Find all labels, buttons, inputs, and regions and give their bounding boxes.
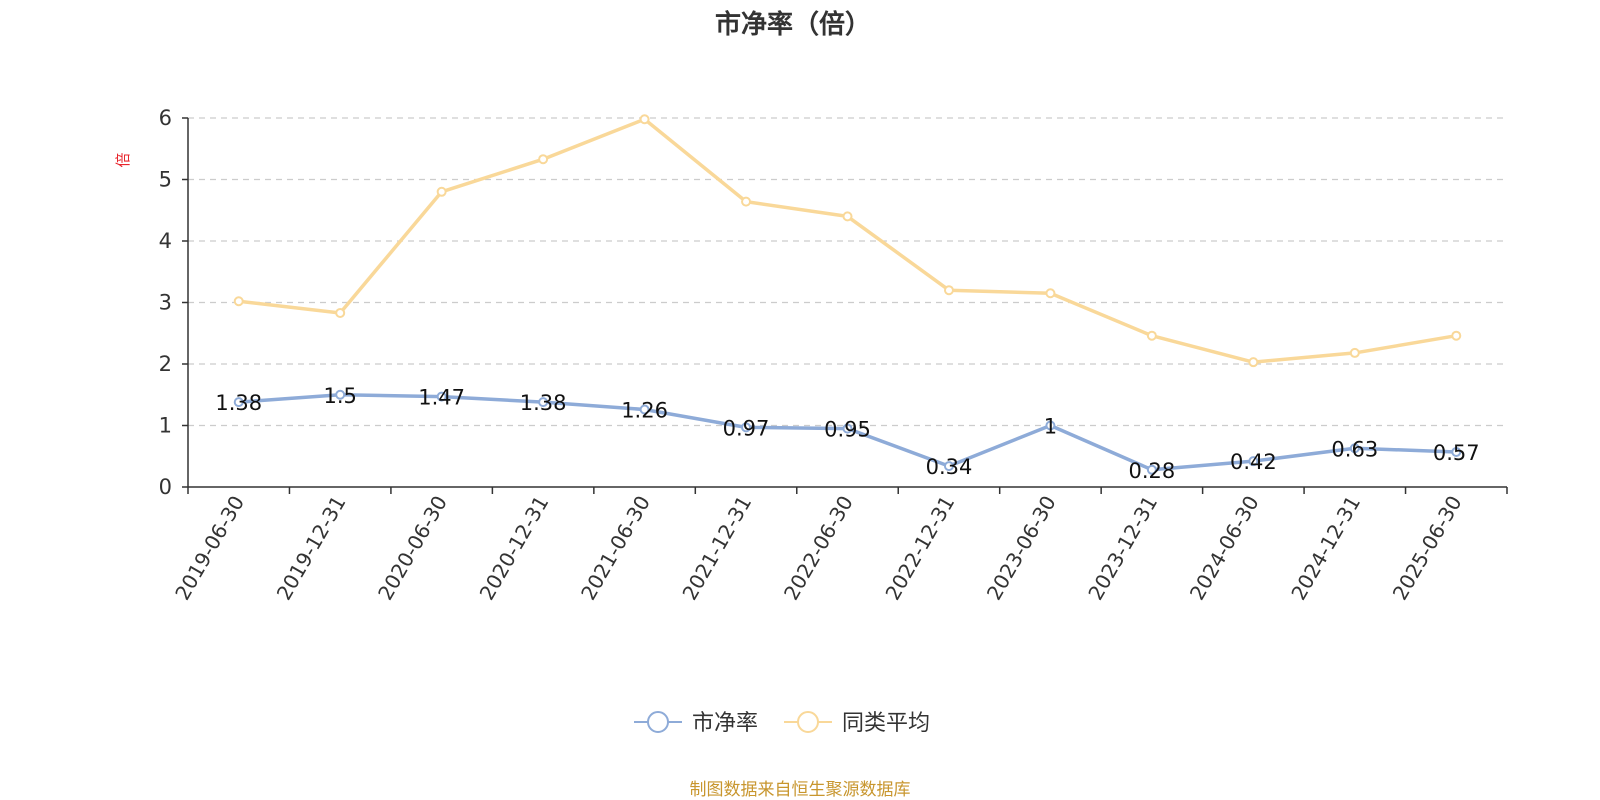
x-tick-label: 2022-12-31 [880, 492, 959, 605]
x-tick-label: 2025-06-30 [1388, 492, 1467, 605]
series-1-point[interactable] [1045, 288, 1056, 299]
series-0-point[interactable] [741, 422, 752, 433]
legend[interactable]: 市净率 同类平均 [634, 711, 930, 736]
series-1-point[interactable] [1146, 330, 1157, 341]
data-label: 1.38 [520, 391, 567, 415]
series-1-point[interactable] [1349, 347, 1360, 358]
x-tick-label: 2024-06-30 [1185, 492, 1264, 605]
data-label: 1.38 [215, 391, 262, 415]
series-0-point[interactable] [1349, 443, 1360, 454]
series-0-point[interactable] [1045, 420, 1056, 431]
data-label: 1.47 [418, 386, 465, 410]
y-tick-label: 5 [159, 168, 172, 192]
legend-label: 市净率 [692, 711, 758, 736]
grid-lines [188, 117, 1507, 427]
data-label: 0.63 [1331, 437, 1378, 461]
y-tick-label: 4 [159, 229, 172, 253]
x-tick-label: 2022-06-30 [779, 492, 858, 605]
series-0-point[interactable] [538, 397, 549, 408]
series-0-point[interactable] [1451, 446, 1462, 457]
x-tick-label: 2023-12-31 [1083, 492, 1162, 605]
data-label: 0.97 [723, 416, 770, 440]
y-tick-label: 0 [159, 475, 172, 499]
y-tick-label: 6 [159, 106, 172, 130]
legend-marker-icon [647, 711, 669, 733]
legend-label: 同类平均 [842, 711, 930, 736]
x-tick-label: 2024-12-31 [1286, 492, 1365, 605]
series-1-point[interactable] [1451, 330, 1462, 341]
x-tick-label: 2019-12-31 [272, 492, 351, 605]
y-tick-label: 3 [159, 291, 172, 315]
x-tick-label: 2020-06-30 [373, 492, 452, 605]
x-tick-label: 2019-06-30 [170, 492, 249, 605]
data-label: 0.42 [1230, 450, 1277, 474]
data-label: 1.5 [323, 384, 356, 408]
series-0-point[interactable] [943, 461, 954, 472]
y-tick-label: 2 [159, 352, 172, 376]
legend-marker-icon [797, 711, 819, 733]
data-label: 0.57 [1433, 441, 1480, 465]
data-label: 1 [1044, 415, 1057, 439]
series-0-point[interactable] [436, 391, 447, 402]
series-1-point[interactable] [233, 296, 244, 307]
source-note: 制图数据来自恒生聚源数据库 [690, 780, 911, 800]
data-label: 0.34 [926, 455, 973, 479]
legend-item-0[interactable]: 市净率 [634, 711, 758, 736]
axes: 0 1 2 3 4 5 6 2019-06-30 2019-12-31 2020-06-30 202… [159, 106, 1508, 605]
y-axis-unit-label: 倍 [114, 152, 132, 167]
legend-item-1[interactable]: 同类平均 [784, 711, 930, 736]
series-0-point[interactable] [842, 423, 853, 434]
series-0-point[interactable] [1248, 456, 1259, 467]
series-0-point[interactable] [335, 389, 346, 400]
series-1-point[interactable] [842, 211, 853, 222]
x-tick-label: 2020-12-31 [475, 492, 554, 605]
data-label: 1.26 [621, 399, 668, 423]
series-1-point[interactable] [943, 285, 954, 296]
series-1-point[interactable] [1248, 357, 1259, 368]
y-tick-label: 1 [159, 414, 172, 438]
series-1-point[interactable] [436, 186, 447, 197]
data-label: 0.28 [1129, 459, 1176, 483]
plot-area [233, 114, 1462, 475]
x-tick-label: 2023-06-30 [982, 492, 1061, 605]
series-0-point[interactable] [233, 397, 244, 408]
series-1-point[interactable] [639, 114, 650, 125]
data-labels: 1.38 1.5 1.47 1.38 1.26 0.97 0.95 0.34 1 0.28 0.42… [215, 384, 1479, 483]
data-label: 0.95 [824, 418, 871, 442]
chart-title: 市净率（倍） [715, 9, 871, 40]
series-0-point[interactable] [639, 404, 650, 415]
series-0-point[interactable] [1146, 464, 1157, 475]
series-1-point[interactable] [741, 196, 752, 207]
series-1-point[interactable] [538, 154, 549, 165]
series-1-point[interactable] [335, 307, 346, 318]
x-tick-label: 2021-06-30 [576, 492, 655, 605]
x-tick-label: 2021-12-31 [677, 492, 756, 605]
